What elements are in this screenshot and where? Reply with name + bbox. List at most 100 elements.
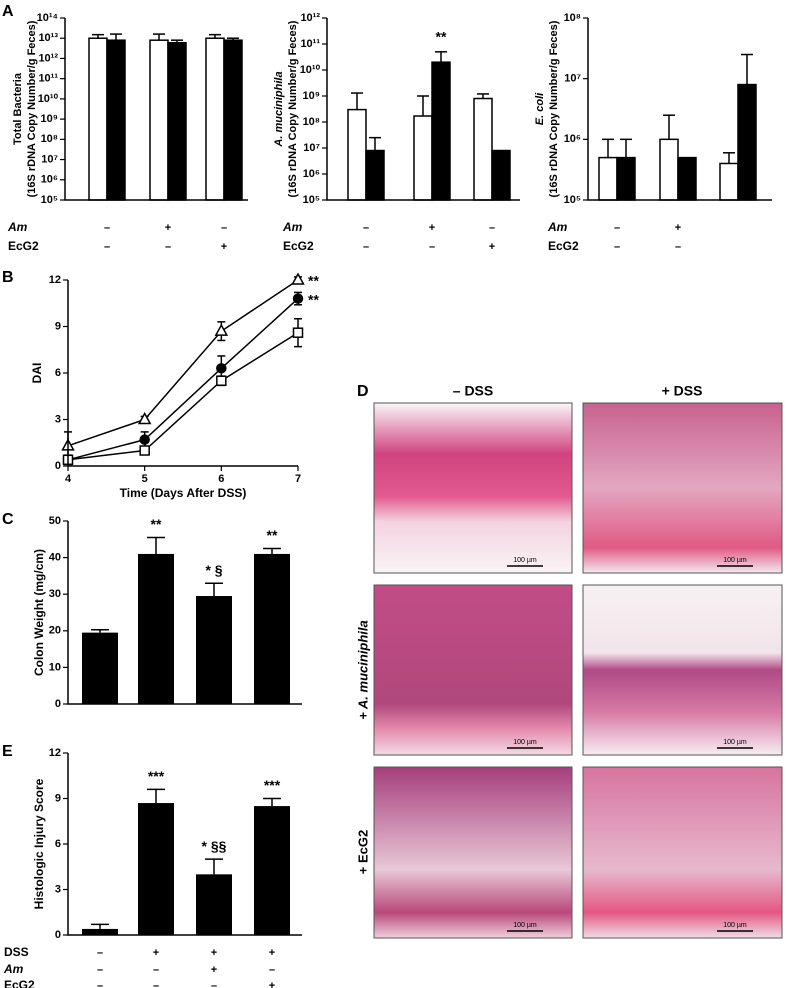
y-axis-label: (16S rDNA Copy Number/g Feces) <box>548 20 560 197</box>
y-axis-label: DAI <box>30 363 44 384</box>
y-tick-label: 10⁶ <box>41 174 58 186</box>
axes <box>67 753 302 936</box>
panel-label: E <box>2 743 13 760</box>
line <box>67 298 299 461</box>
y-tick-label: 10¹³ <box>38 32 58 44</box>
scale-bar-label: 100 µm <box>723 922 747 929</box>
bar <box>196 596 232 704</box>
line <box>67 332 299 461</box>
marker <box>139 445 150 456</box>
y-tick-label: 20 <box>49 625 61 637</box>
condition-sign: + <box>165 222 171 234</box>
condition-sign: + <box>269 947 275 959</box>
condition-sign: – <box>363 241 369 253</box>
row-label: + EcG2 <box>355 830 370 874</box>
condition-sign: – <box>153 964 159 976</box>
y-tick-label: 10¹² <box>38 52 58 64</box>
y-tick-label: 10 <box>49 661 61 673</box>
significance: *** <box>148 768 165 784</box>
y-tick-label: 10⁷ <box>564 73 581 85</box>
condition-sign: – <box>269 964 275 976</box>
y-axis-label: Histologic Injury Score <box>32 778 46 909</box>
panel-label: C <box>2 511 14 528</box>
marker <box>291 272 305 285</box>
marker <box>214 323 229 336</box>
panel-d-images <box>373 402 783 939</box>
y-tick-label: 10¹¹ <box>300 38 320 50</box>
y-tick-label: 10¹¹ <box>38 73 58 85</box>
bar <box>82 632 118 704</box>
condition-sign: + <box>489 241 495 253</box>
y-tick-label: 9 <box>55 320 61 332</box>
axes <box>326 18 520 201</box>
bar <box>737 83 757 201</box>
row-label: + A. muciniphila <box>355 620 370 720</box>
micrograph <box>373 766 573 939</box>
micrograph <box>582 766 783 939</box>
bar <box>254 553 290 704</box>
condition-sign: + <box>211 947 217 959</box>
condition-sign: – <box>489 222 495 234</box>
y-axis-label: Colon Weight (mg/cm) <box>32 549 46 676</box>
significance: *** <box>264 777 281 793</box>
y-tick-label: 10⁷ <box>41 153 58 165</box>
y-tick-label: 10⁸ <box>303 116 320 128</box>
y-tick-label: 12 <box>49 747 61 759</box>
y-tick-label: 40 <box>49 552 61 564</box>
condition-sign: + <box>211 964 217 976</box>
condition-sign: + <box>153 947 159 959</box>
scale-bar-label: 100 µm <box>723 557 747 564</box>
bar <box>254 806 290 935</box>
y-tick-label: 30 <box>49 588 61 600</box>
column-header: – DSS <box>453 383 493 399</box>
condition-label: Am <box>7 220 28 234</box>
condition-sign: – <box>429 241 435 253</box>
condition-label: EcG2 <box>548 239 579 253</box>
bar <box>149 39 169 201</box>
significance: ** <box>308 273 319 289</box>
micrograph <box>373 402 573 574</box>
condition-label: DSS <box>4 945 29 959</box>
condition-sign: – <box>675 241 681 253</box>
y-axis-label: (16S rDNA Copy Number/g Feces) <box>287 20 299 197</box>
y-tick-label: 10⁹ <box>41 113 58 125</box>
condition-sign: + <box>429 222 435 234</box>
significance: ** <box>151 516 162 532</box>
y-tick-label: 0 <box>55 698 61 710</box>
condition-sign: + <box>221 241 227 253</box>
y-tick-label: 50 <box>49 515 61 527</box>
y-tick-label: 10⁵ <box>41 194 58 206</box>
y-tick-label: 10⁷ <box>303 142 320 154</box>
condition-label: Am <box>547 220 568 234</box>
marker <box>216 375 227 386</box>
bar <box>205 37 225 201</box>
marker <box>292 327 304 338</box>
condition-label: EcG2 <box>283 239 314 253</box>
y-tick-label: 6 <box>55 838 61 850</box>
x-tick-label: 5 <box>142 473 148 485</box>
column-header: + DSS <box>662 383 703 399</box>
marker <box>292 293 304 304</box>
y-tick-label: 10¹⁴ <box>37 12 58 24</box>
bar <box>413 115 433 201</box>
y-tick-label: 10⁶ <box>303 168 320 180</box>
bar <box>616 156 636 201</box>
condition-label: Am <box>282 220 303 234</box>
y-axis-label: (16S rDNA Copy Number/g Feces) <box>26 20 38 197</box>
bar <box>473 97 493 201</box>
x-tick-label: 6 <box>218 473 224 485</box>
axes <box>587 18 772 201</box>
y-tick-label: 3 <box>55 413 61 425</box>
y-tick-label: 0 <box>55 929 61 941</box>
micrograph <box>582 402 783 574</box>
y-tick-label: 3 <box>55 883 61 895</box>
micrograph <box>373 584 573 756</box>
condition-sign: – <box>104 222 110 234</box>
condition-sign: – <box>221 222 227 234</box>
y-tick-label: 10¹² <box>300 12 320 24</box>
bar <box>431 61 451 201</box>
y-tick-label: 10⁵ <box>303 194 320 206</box>
bar <box>88 37 108 201</box>
condition-sign: – <box>614 222 620 234</box>
panel-label: A <box>2 3 14 20</box>
